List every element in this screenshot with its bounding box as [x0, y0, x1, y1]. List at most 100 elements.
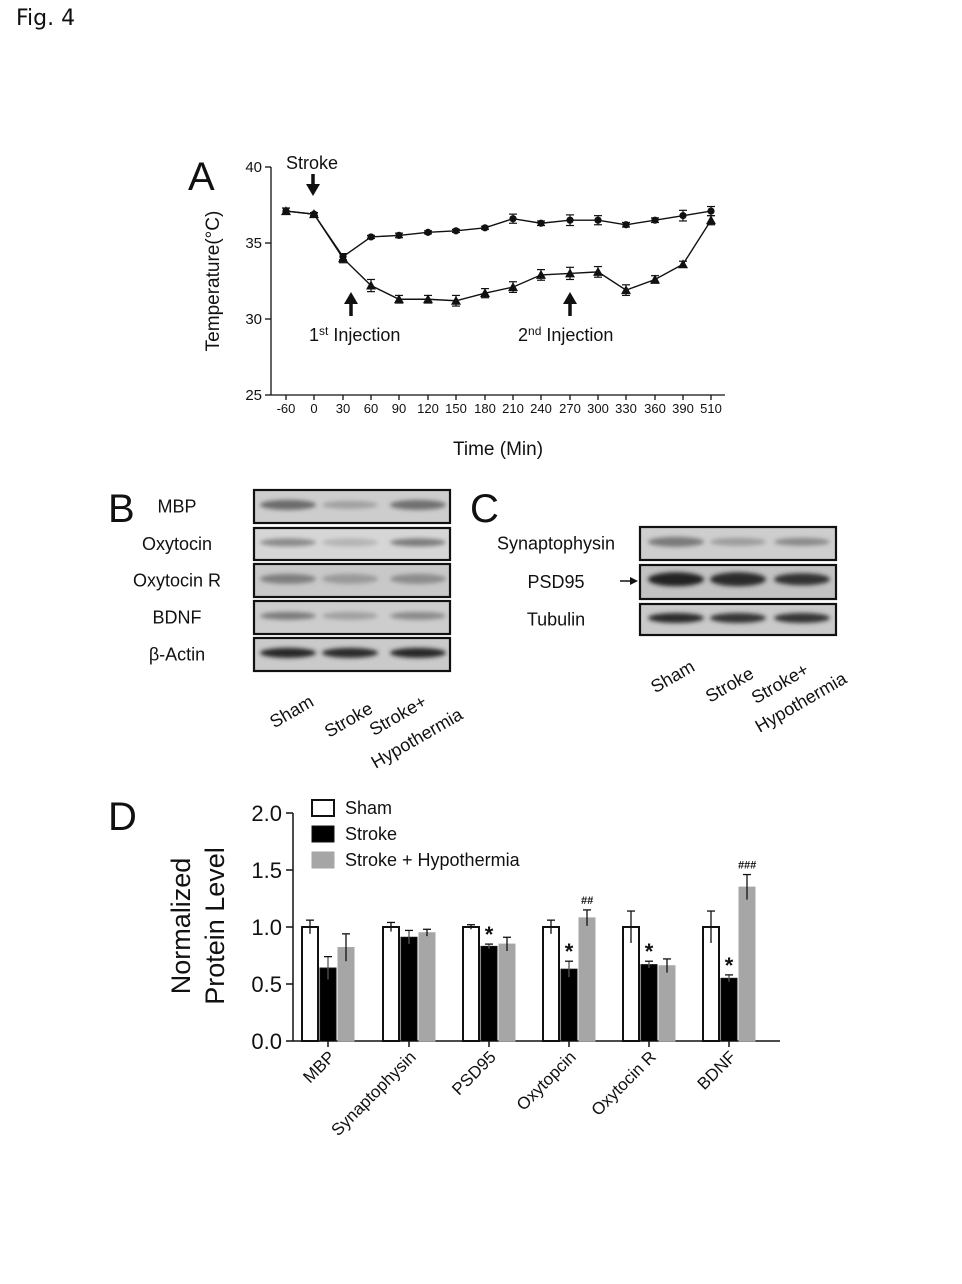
- panel-label-c: C: [470, 487, 499, 531]
- blot-band: [774, 537, 830, 546]
- x-tick-label: 240: [530, 401, 552, 416]
- data-point-circle: [707, 207, 715, 215]
- blot-label-2: Oxytocin R: [133, 571, 221, 591]
- blot-label-0: MBP: [157, 497, 196, 517]
- data-point-triangle: [366, 280, 376, 290]
- blot-lane-label-1: Stroke: [702, 663, 757, 706]
- y-tick-label: 35: [245, 235, 262, 252]
- y-tick-label: 0.0: [251, 1029, 282, 1054]
- blot-band: [390, 499, 446, 510]
- bar: [622, 926, 640, 1042]
- x-tick-label: MBP: [299, 1047, 338, 1086]
- y-tick-label: 30: [245, 311, 262, 328]
- y-tick-label: 2.0: [251, 801, 282, 826]
- bar: [542, 926, 560, 1042]
- y-axis-title-line2: Protein Level: [200, 847, 230, 1005]
- significance-mark: *: [725, 953, 734, 978]
- figure-title: Fig. 4: [16, 6, 76, 31]
- data-point-triangle: [536, 269, 546, 279]
- y-tick-label: 1.0: [251, 915, 282, 940]
- x-tick-label: 510: [700, 401, 722, 416]
- blot-band: [390, 611, 446, 620]
- blot-band: [322, 611, 378, 620]
- data-point-circle: [679, 212, 687, 220]
- x-tick-label: 90: [392, 401, 406, 416]
- injection-2-annotation: 2nd Injection: [518, 324, 613, 345]
- y-axis-title: Temperature(°C): [203, 211, 224, 352]
- western-blot-b: MBP Oxytocin Oxytocin R BDNF β-Actin Sham Stro…: [133, 488, 467, 772]
- legend-swatch: [311, 851, 335, 869]
- psd95-arrow-head: [630, 577, 638, 585]
- blot-band: [260, 538, 316, 547]
- data-point-triangle: [678, 259, 688, 269]
- blot-band: [648, 572, 704, 587]
- bar: [720, 977, 738, 1042]
- blot-label-2: Tubulin: [527, 610, 585, 630]
- blot-band: [322, 573, 378, 584]
- blot-lane-label-0: Sham: [266, 691, 317, 732]
- y-tick-label: 0.5: [251, 972, 282, 997]
- blot-band: [774, 573, 830, 586]
- blot-lane-label-1: Stroke: [321, 698, 376, 741]
- data-point-circle: [452, 227, 460, 235]
- blot-lane-label-0: Sham: [647, 656, 698, 697]
- blot-band: [710, 537, 766, 546]
- data-point-circle: [424, 228, 432, 236]
- bar: [301, 926, 319, 1042]
- significance-mark: *: [565, 939, 574, 964]
- blot-band: [322, 500, 378, 509]
- y-tick-label: 40: [245, 159, 262, 176]
- x-tick-label: 270: [559, 401, 581, 416]
- blot-band: [260, 647, 316, 658]
- bar: [738, 886, 756, 1042]
- bar: [400, 936, 418, 1042]
- x-tick-label: 210: [502, 401, 524, 416]
- x-tick-label: 150: [445, 401, 467, 416]
- x-tick-label: Synaptophysin: [328, 1047, 420, 1139]
- y-tick-label: 25: [245, 387, 262, 404]
- data-point-triangle: [706, 215, 716, 225]
- blot-band: [648, 536, 704, 547]
- x-tick-label: BDNF: [694, 1047, 740, 1093]
- data-point-triangle: [593, 266, 603, 276]
- significance-mark: ###: [738, 860, 757, 872]
- legend-swatch: [311, 799, 335, 817]
- series-line-triangle: [285, 210, 712, 302]
- blot-label-1: PSD95: [527, 572, 584, 592]
- blot-band: [390, 647, 446, 658]
- bar: [337, 947, 355, 1042]
- bar: [640, 964, 658, 1042]
- data-point-triangle: [451, 295, 461, 305]
- injection-1-annotation: 1st Injection: [309, 324, 400, 345]
- blot-band: [322, 538, 378, 547]
- x-tick-label: 300: [587, 401, 609, 416]
- blot-band: [260, 499, 316, 510]
- bar: [418, 932, 436, 1042]
- data-point-circle: [622, 221, 630, 229]
- y-tick-label: 1.5: [251, 858, 282, 883]
- bar: [462, 926, 480, 1042]
- x-tick-label: 30: [336, 401, 350, 416]
- data-point-triangle: [281, 206, 291, 216]
- blot-band: [710, 612, 766, 623]
- panel-label-a: A: [188, 155, 215, 199]
- x-tick-label: Oxytocin R: [588, 1047, 660, 1119]
- blot-label-0: Synaptophysin: [497, 534, 615, 554]
- bar: [560, 968, 578, 1042]
- blot-band: [260, 611, 316, 620]
- temperature-line-chart: Temperature(°C) Time (Min) 25 30 35 40 -60 0 3…: [203, 153, 725, 460]
- data-point-triangle: [309, 209, 319, 219]
- data-point-circle: [367, 233, 375, 241]
- bar: [498, 943, 516, 1042]
- x-tick-label: 60: [364, 401, 378, 416]
- series-line-circle: [285, 210, 712, 258]
- x-tick-label: 330: [615, 401, 637, 416]
- blot-band: [390, 573, 446, 584]
- x-tick-label: 120: [417, 401, 439, 416]
- blot-band: [710, 572, 766, 587]
- legend-swatch: [311, 825, 335, 843]
- x-tick-label: 360: [644, 401, 666, 416]
- legend-label: Sham: [345, 798, 392, 818]
- data-point-circle: [481, 224, 489, 232]
